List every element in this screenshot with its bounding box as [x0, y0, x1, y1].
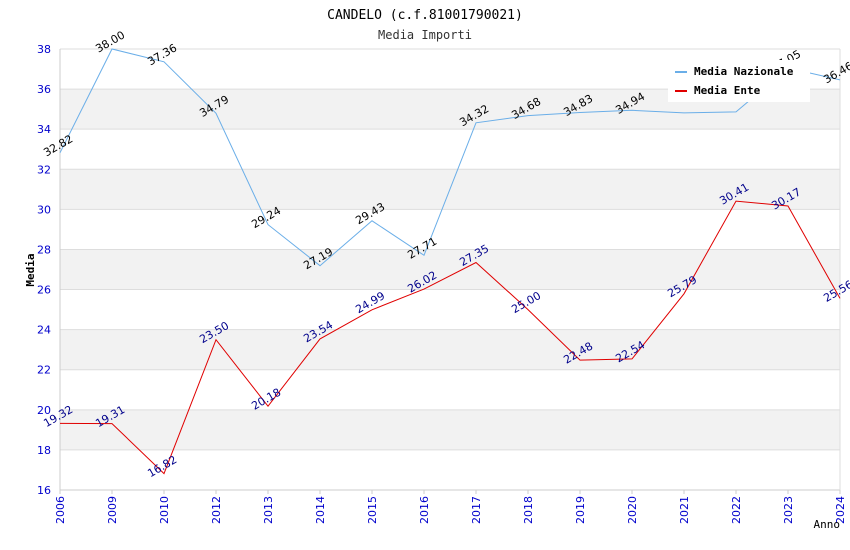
x-tick-label: 2023 [782, 496, 795, 524]
series-line-nazionale [59, 48, 841, 267]
data-label: 16.82 [145, 453, 179, 480]
legend: Media Nazionale Media Ente [668, 60, 810, 102]
x-tick-label: 2022 [730, 496, 743, 524]
x-tick-label: 2010 [158, 496, 171, 524]
y-tick-label: 28 [37, 243, 51, 256]
x-tick-label: 2009 [106, 496, 119, 524]
y-tick-label: 30 [37, 203, 51, 216]
x-tick-label: 2015 [366, 496, 379, 524]
legend-box [668, 60, 810, 102]
chart-subtitle: Media Importi [378, 28, 472, 42]
grid-lines [60, 48, 840, 491]
x-tick-labels: 2006 2009 2010 2012 2013 2014 2015 2016 2017 2018… [54, 496, 847, 524]
y-tick-label: 32 [37, 163, 51, 176]
data-label: 37.36 [145, 41, 179, 68]
y-tick-labels: 16 18 20 22 24 26 28 30 32 34 36 38 [37, 43, 51, 497]
data-label: 32.82 [41, 132, 75, 159]
y-tick-label: 24 [37, 324, 51, 337]
y-tick-label: 18 [37, 444, 51, 457]
axes [59, 49, 841, 494]
series-line-ente [59, 200, 841, 475]
grid-band [60, 329, 840, 370]
y-tick-label: 22 [37, 364, 51, 377]
data-label: 36.46 [821, 59, 850, 86]
chart-title: CANDELO (c.f.81001790021) [327, 8, 523, 23]
x-tick-label: 2013 [262, 496, 275, 524]
legend-label-ente: Media Ente [694, 84, 761, 97]
grid-band [60, 249, 840, 290]
x-axis-label: Anno [814, 518, 841, 531]
y-tick-label: 26 [37, 284, 51, 297]
x-tick-label: 2021 [678, 496, 691, 524]
grid-bands [60, 89, 840, 450]
y-tick-label: 34 [37, 123, 51, 136]
series-group [59, 48, 841, 475]
x-tick-label: 2020 [626, 496, 639, 524]
legend-label-nazionale: Media Nazionale [694, 65, 794, 78]
grid-band [60, 409, 840, 450]
x-tick-label: 2006 [54, 496, 67, 524]
y-tick-label: 36 [37, 83, 51, 96]
y-axis-label: Media [24, 253, 37, 286]
y-tick-label: 38 [37, 43, 51, 56]
y-tick-label: 20 [37, 404, 51, 417]
x-tick-label: 2017 [470, 496, 483, 524]
data-label: 24.99 [353, 289, 387, 316]
data-label: 25.00 [509, 289, 543, 316]
y-tick-label: 16 [37, 484, 51, 497]
x-tick-label: 2014 [314, 496, 327, 524]
x-tick-label: 2016 [418, 496, 431, 524]
x-tick-label: 2012 [210, 496, 223, 524]
x-tick-label: 2024 [834, 496, 847, 524]
x-tick-label: 2019 [574, 496, 587, 524]
data-label: 20.18 [249, 386, 283, 413]
x-tick-label: 2018 [522, 496, 535, 524]
